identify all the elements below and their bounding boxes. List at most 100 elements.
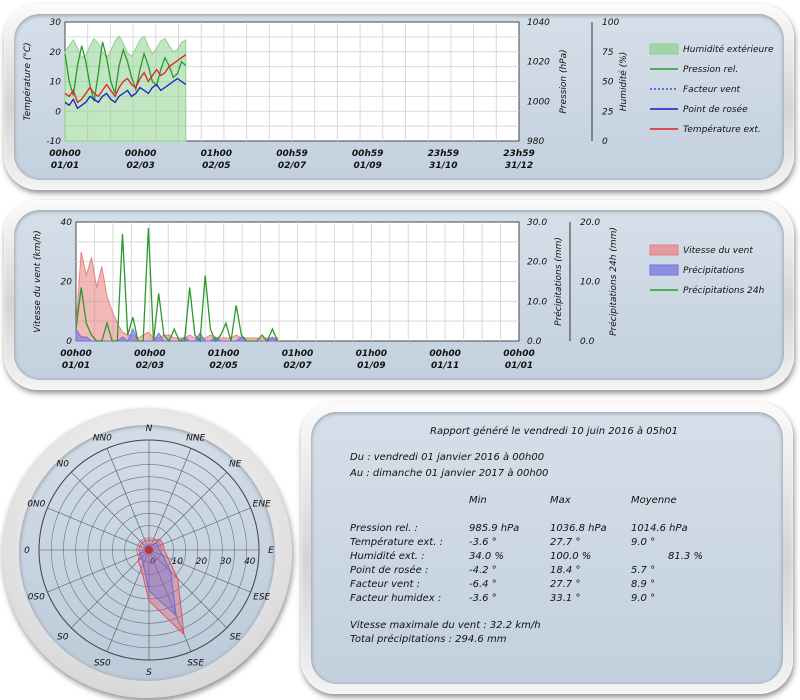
row-min: -4.2 ° bbox=[469, 565, 497, 576]
rose-spoke bbox=[71, 472, 150, 551]
rose-ring-label: 0 bbox=[150, 557, 156, 567]
y-tick-label: 30.0 bbox=[527, 218, 547, 228]
row-label: Humidité ext. : bbox=[350, 551, 425, 562]
y-tick-label: 20 bbox=[50, 48, 62, 58]
report-wind-max: Vitesse maximale du vent : 32.2 km/h bbox=[350, 620, 541, 631]
x-tick-label: 01/09 bbox=[357, 361, 385, 371]
rose-series bbox=[137, 538, 185, 636]
y-tick-label: -10 bbox=[46, 137, 61, 147]
rose-direction-label: 0S0 bbox=[28, 593, 45, 603]
y-axis-label: Vitesse du vent (km/h) bbox=[33, 230, 43, 332]
row-label: Température ext. : bbox=[350, 537, 443, 548]
x-tick-label: 00h00 bbox=[125, 149, 156, 159]
y-axis-label: Pression (hPa) bbox=[559, 49, 569, 113]
y-tick-label: 0 bbox=[602, 137, 608, 147]
x-tick-label: 31/12 bbox=[505, 161, 533, 171]
y-tick-label: 20 bbox=[61, 278, 73, 288]
row-label: Facteur humidex : bbox=[350, 593, 442, 604]
rose-ring-label: 10 bbox=[171, 557, 183, 567]
col-mean-header: Moyenne bbox=[631, 495, 677, 506]
rose-direction-label: NNE bbox=[186, 433, 205, 443]
y-tick-label: 0.0 bbox=[580, 337, 595, 347]
row-mean: 5.7 ° bbox=[631, 565, 656, 576]
row-min: -3.6 ° bbox=[469, 537, 497, 548]
x-tick-label: 01/01 bbox=[62, 361, 90, 371]
rose-ring-label: 40 bbox=[244, 557, 256, 567]
rose-spoke bbox=[148, 472, 227, 551]
legend-label: Température ext. bbox=[683, 124, 761, 135]
x-tick-label: 00h59 bbox=[352, 149, 383, 159]
rose-direction-label: S0 bbox=[57, 632, 69, 642]
row-min: 985.9 hPa bbox=[469, 523, 520, 534]
x-tick-label: 00h00 bbox=[134, 349, 165, 359]
y-tick-label: 0 bbox=[55, 107, 61, 117]
row-mean: 1014.6 hPa bbox=[631, 523, 688, 534]
y-tick-label: 1040 bbox=[527, 18, 550, 28]
legend-label: Précipitations 24h bbox=[683, 285, 765, 296]
y-axis-label: Humidité (%) bbox=[618, 52, 629, 111]
y-tick-label: 10.0 bbox=[580, 278, 600, 288]
rose-direction-label: N bbox=[146, 424, 153, 434]
x-tick-label: 00h59 bbox=[276, 149, 307, 159]
row-min: -3.6 ° bbox=[469, 593, 497, 604]
y-tick-label: 1020 bbox=[527, 58, 550, 68]
legend-label: Pression rel. bbox=[683, 65, 738, 75]
legend-swatch bbox=[649, 244, 679, 256]
x-tick-label: 00h00 bbox=[429, 349, 460, 359]
legend-swatch bbox=[649, 43, 679, 55]
rose-direction-label: 0N0 bbox=[27, 499, 45, 509]
x-tick-label: 01/01 bbox=[51, 161, 79, 171]
report-rain-total: Total précipitations : 294.6 mm bbox=[350, 634, 507, 645]
row-max: 27.7 ° bbox=[550, 537, 581, 548]
row-mean: 81.3 % bbox=[668, 551, 703, 562]
rose-spoke bbox=[148, 448, 192, 551]
x-tick-label: 01h00 bbox=[356, 349, 387, 359]
x-tick-label: 02/07 bbox=[283, 361, 312, 371]
x-tick-label: 00h00 bbox=[49, 149, 80, 159]
rose-center bbox=[145, 546, 153, 554]
y-tick-label: 0.0 bbox=[527, 337, 542, 347]
y-tick-label: 10.0 bbox=[527, 297, 547, 307]
x-tick-label: 01/01 bbox=[505, 361, 533, 371]
row-mean: 9.0 ° bbox=[631, 593, 656, 604]
y-tick-label: 75 bbox=[602, 48, 614, 58]
y-tick-label: 30 bbox=[50, 18, 62, 28]
row-max: 33.1 ° bbox=[550, 593, 581, 604]
y-tick-label: 980 bbox=[527, 137, 544, 147]
row-mean: 9.0 ° bbox=[631, 537, 656, 548]
x-tick-label: 00h00 bbox=[503, 349, 534, 359]
series-area bbox=[64, 35, 187, 142]
col-min-header: Min bbox=[469, 495, 487, 506]
y-tick-label: 25 bbox=[602, 107, 614, 117]
rose-spoke bbox=[106, 448, 150, 551]
rose-direction-label: NE bbox=[229, 460, 242, 470]
row-label: Pression rel. : bbox=[350, 523, 418, 534]
wind-rain-chart: 40 20 0 30.0 20.0 10.0 0.0 20.0 10.0 0.0 Vitesse d… bbox=[33, 218, 765, 371]
legend-swatch bbox=[649, 264, 679, 276]
rose-spoke bbox=[71, 549, 150, 628]
x-tick-label: 01h00 bbox=[201, 149, 232, 159]
rose-direction-label: NN0 bbox=[93, 433, 112, 443]
x-tick-label: 01/09 bbox=[353, 161, 381, 171]
row-min: -6.4 ° bbox=[469, 579, 497, 590]
x-tick-label: 01/11 bbox=[431, 361, 459, 371]
wind-rose-chart: N NNE NE ENE E ESE SE SSE S SS0 S0 0S0 0 0N0 N0 NN0 0 10 2… bbox=[24, 424, 274, 678]
y-tick-label: 1000 bbox=[527, 97, 550, 107]
row-min: 34.0 % bbox=[469, 551, 504, 562]
report-panel-inner bbox=[311, 412, 783, 684]
rose-direction-label: S bbox=[146, 668, 152, 678]
rose-direction-label: ENE bbox=[253, 499, 271, 509]
row-label: Facteur vent : bbox=[350, 579, 420, 590]
rose-direction-label: SSE bbox=[187, 659, 204, 669]
x-tick-label: 02/03 bbox=[126, 161, 154, 171]
rose-spoke bbox=[148, 549, 227, 628]
y-tick-label: 20.0 bbox=[580, 218, 600, 228]
report-panel bbox=[301, 402, 793, 694]
legend-label: Humidité extérieure bbox=[683, 44, 774, 55]
series-line bbox=[64, 54, 187, 104]
row-mean: 8.9 ° bbox=[631, 579, 656, 590]
series-line bbox=[75, 227, 279, 343]
x-tick-label: 01h00 bbox=[282, 349, 313, 359]
report-title: Rapport généré le vendredi 10 juin 2016 … bbox=[430, 426, 679, 437]
x-tick-label: 02/05 bbox=[209, 361, 237, 371]
